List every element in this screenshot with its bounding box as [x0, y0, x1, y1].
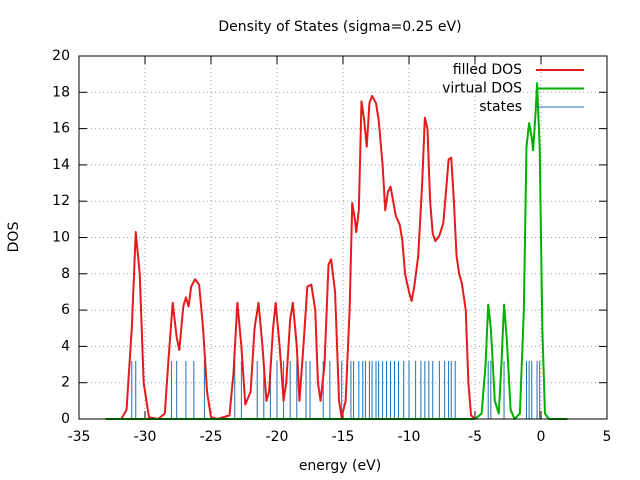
- y-tick-label: 0: [61, 411, 70, 427]
- x-tick-label: -30: [134, 429, 157, 445]
- y-tick-label: 20: [52, 48, 70, 64]
- y-tick-label: 16: [52, 121, 70, 137]
- y-axis-label: DOS: [6, 222, 22, 253]
- x-tick-label: -15: [332, 429, 355, 445]
- legend-label: filled DOS: [453, 62, 522, 78]
- legend-label: states: [479, 99, 522, 115]
- y-tick-label: 14: [52, 157, 70, 173]
- y-tick-label: 4: [61, 338, 70, 354]
- x-tick-label: -35: [68, 429, 91, 445]
- x-tick-label: -5: [468, 429, 482, 445]
- x-tick-label: 5: [603, 429, 612, 445]
- y-tick-label: 8: [61, 266, 70, 282]
- y-tick-label: 10: [52, 230, 70, 246]
- x-tick-label: -10: [398, 429, 421, 445]
- y-tick-label: 12: [52, 193, 70, 209]
- chart-title: Density of States (sigma=0.25 eV): [218, 19, 461, 35]
- y-tick-label: 6: [61, 302, 70, 318]
- x-tick-label: 0: [537, 429, 546, 445]
- x-axis-label: energy (eV): [299, 458, 381, 474]
- y-tick-label: 18: [52, 84, 70, 100]
- dos-line: [105, 82, 568, 420]
- x-tick-label: -20: [266, 429, 289, 445]
- y-tick-label: 2: [61, 375, 70, 391]
- legend-label: virtual DOS: [442, 81, 522, 97]
- plot-border: [78, 55, 608, 420]
- x-tick-label: -25: [200, 429, 223, 445]
- dos-line: [105, 94, 476, 420]
